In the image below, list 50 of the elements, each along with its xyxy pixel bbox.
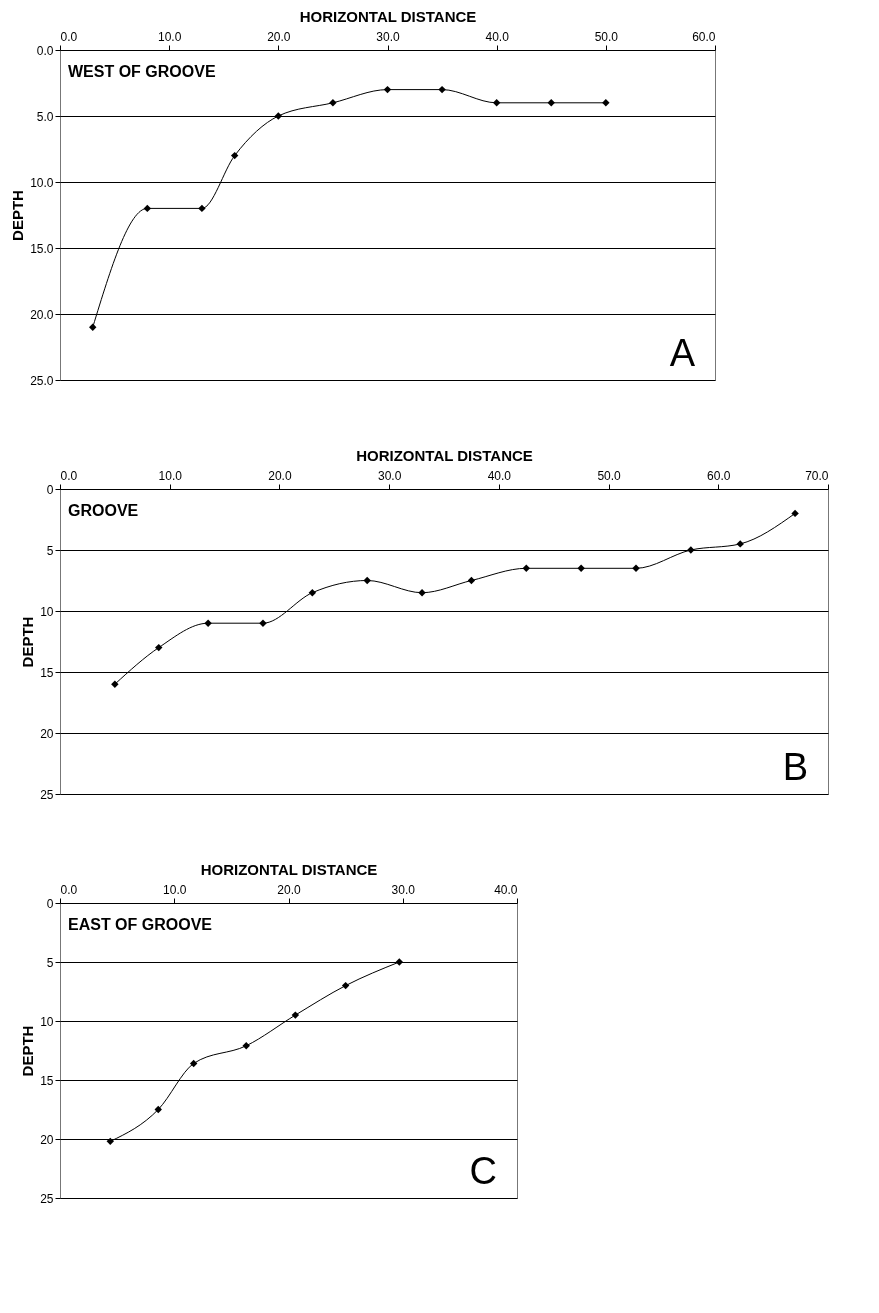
- x-tick-label: 50.0: [594, 29, 619, 44]
- x-tick-label: 30.0: [391, 882, 416, 897]
- x-tick-label: 60.0: [692, 29, 716, 44]
- text: WEST OF GROOVE: [68, 63, 216, 80]
- x-tick-label: 10.0: [163, 882, 187, 897]
- y-tick-label: 15: [40, 665, 54, 680]
- y-tick-label: 25: [40, 787, 54, 802]
- x-tick-label: 0.0: [60, 882, 78, 897]
- y-tick-label: 5: [46, 543, 54, 558]
- y-tick-label: 25: [40, 1191, 54, 1206]
- x-tick-label: 70.0: [805, 468, 829, 483]
- y-tick-label: 25.0: [30, 373, 54, 388]
- y-tick-label: 20: [40, 726, 54, 741]
- y-tick-label: 15.0: [30, 241, 54, 256]
- y-axis-title: DEPTH: [19, 1025, 37, 1077]
- y-tick-label: 5: [46, 955, 54, 970]
- text: EAST OF GROOVE: [68, 916, 213, 933]
- x-axis-title: HORIZONTAL DISTANCE: [356, 446, 533, 464]
- annotation: C: [469, 1150, 497, 1192]
- x-tick-label: 40.0: [485, 29, 510, 44]
- annotation: B: [782, 746, 808, 788]
- y-tick-label: 0: [46, 896, 54, 911]
- y-axis-title: DEPTH: [19, 616, 37, 668]
- x-tick-label: 30.0: [376, 29, 400, 44]
- x-tick-label: 60.0: [707, 468, 731, 483]
- y-axis-title: DEPTH: [9, 190, 27, 241]
- annotation: A: [669, 332, 696, 374]
- x-tick-label: 20.0: [277, 882, 301, 897]
- y-tick-label: 15: [40, 1073, 54, 1088]
- x-tick-label: 0.0: [60, 468, 78, 483]
- y-tick-label: 0.0: [36, 43, 54, 58]
- y-tick-label: 10: [40, 604, 54, 619]
- x-tick-label: 20.0: [267, 29, 291, 44]
- x-tick-label: 10.0: [158, 468, 183, 483]
- x-tick-label: 30.0: [377, 468, 402, 483]
- x-tick-label: 20.0: [268, 468, 292, 483]
- y-tick-label: 20: [40, 1132, 54, 1147]
- x-tick-label: 40.0: [487, 468, 512, 483]
- y-tick-label: 10: [40, 1014, 54, 1029]
- y-tick-label: 10.0: [30, 175, 54, 190]
- y-tick-label: 20.0: [30, 307, 54, 322]
- x-axis-title: HORIZONTAL DISTANCE: [299, 7, 477, 25]
- y-tick-label: 5.0: [36, 109, 54, 124]
- x-tick-label: 40.0: [494, 882, 518, 897]
- x-tick-label: 10.0: [157, 29, 182, 44]
- x-tick-label: 50.0: [597, 468, 622, 483]
- text: GROOVE: [68, 502, 139, 519]
- x-tick-label: 0.0: [60, 29, 78, 44]
- x-axis-title: HORIZONTAL DISTANCE: [200, 860, 378, 878]
- y-tick-label: 0: [46, 482, 54, 497]
